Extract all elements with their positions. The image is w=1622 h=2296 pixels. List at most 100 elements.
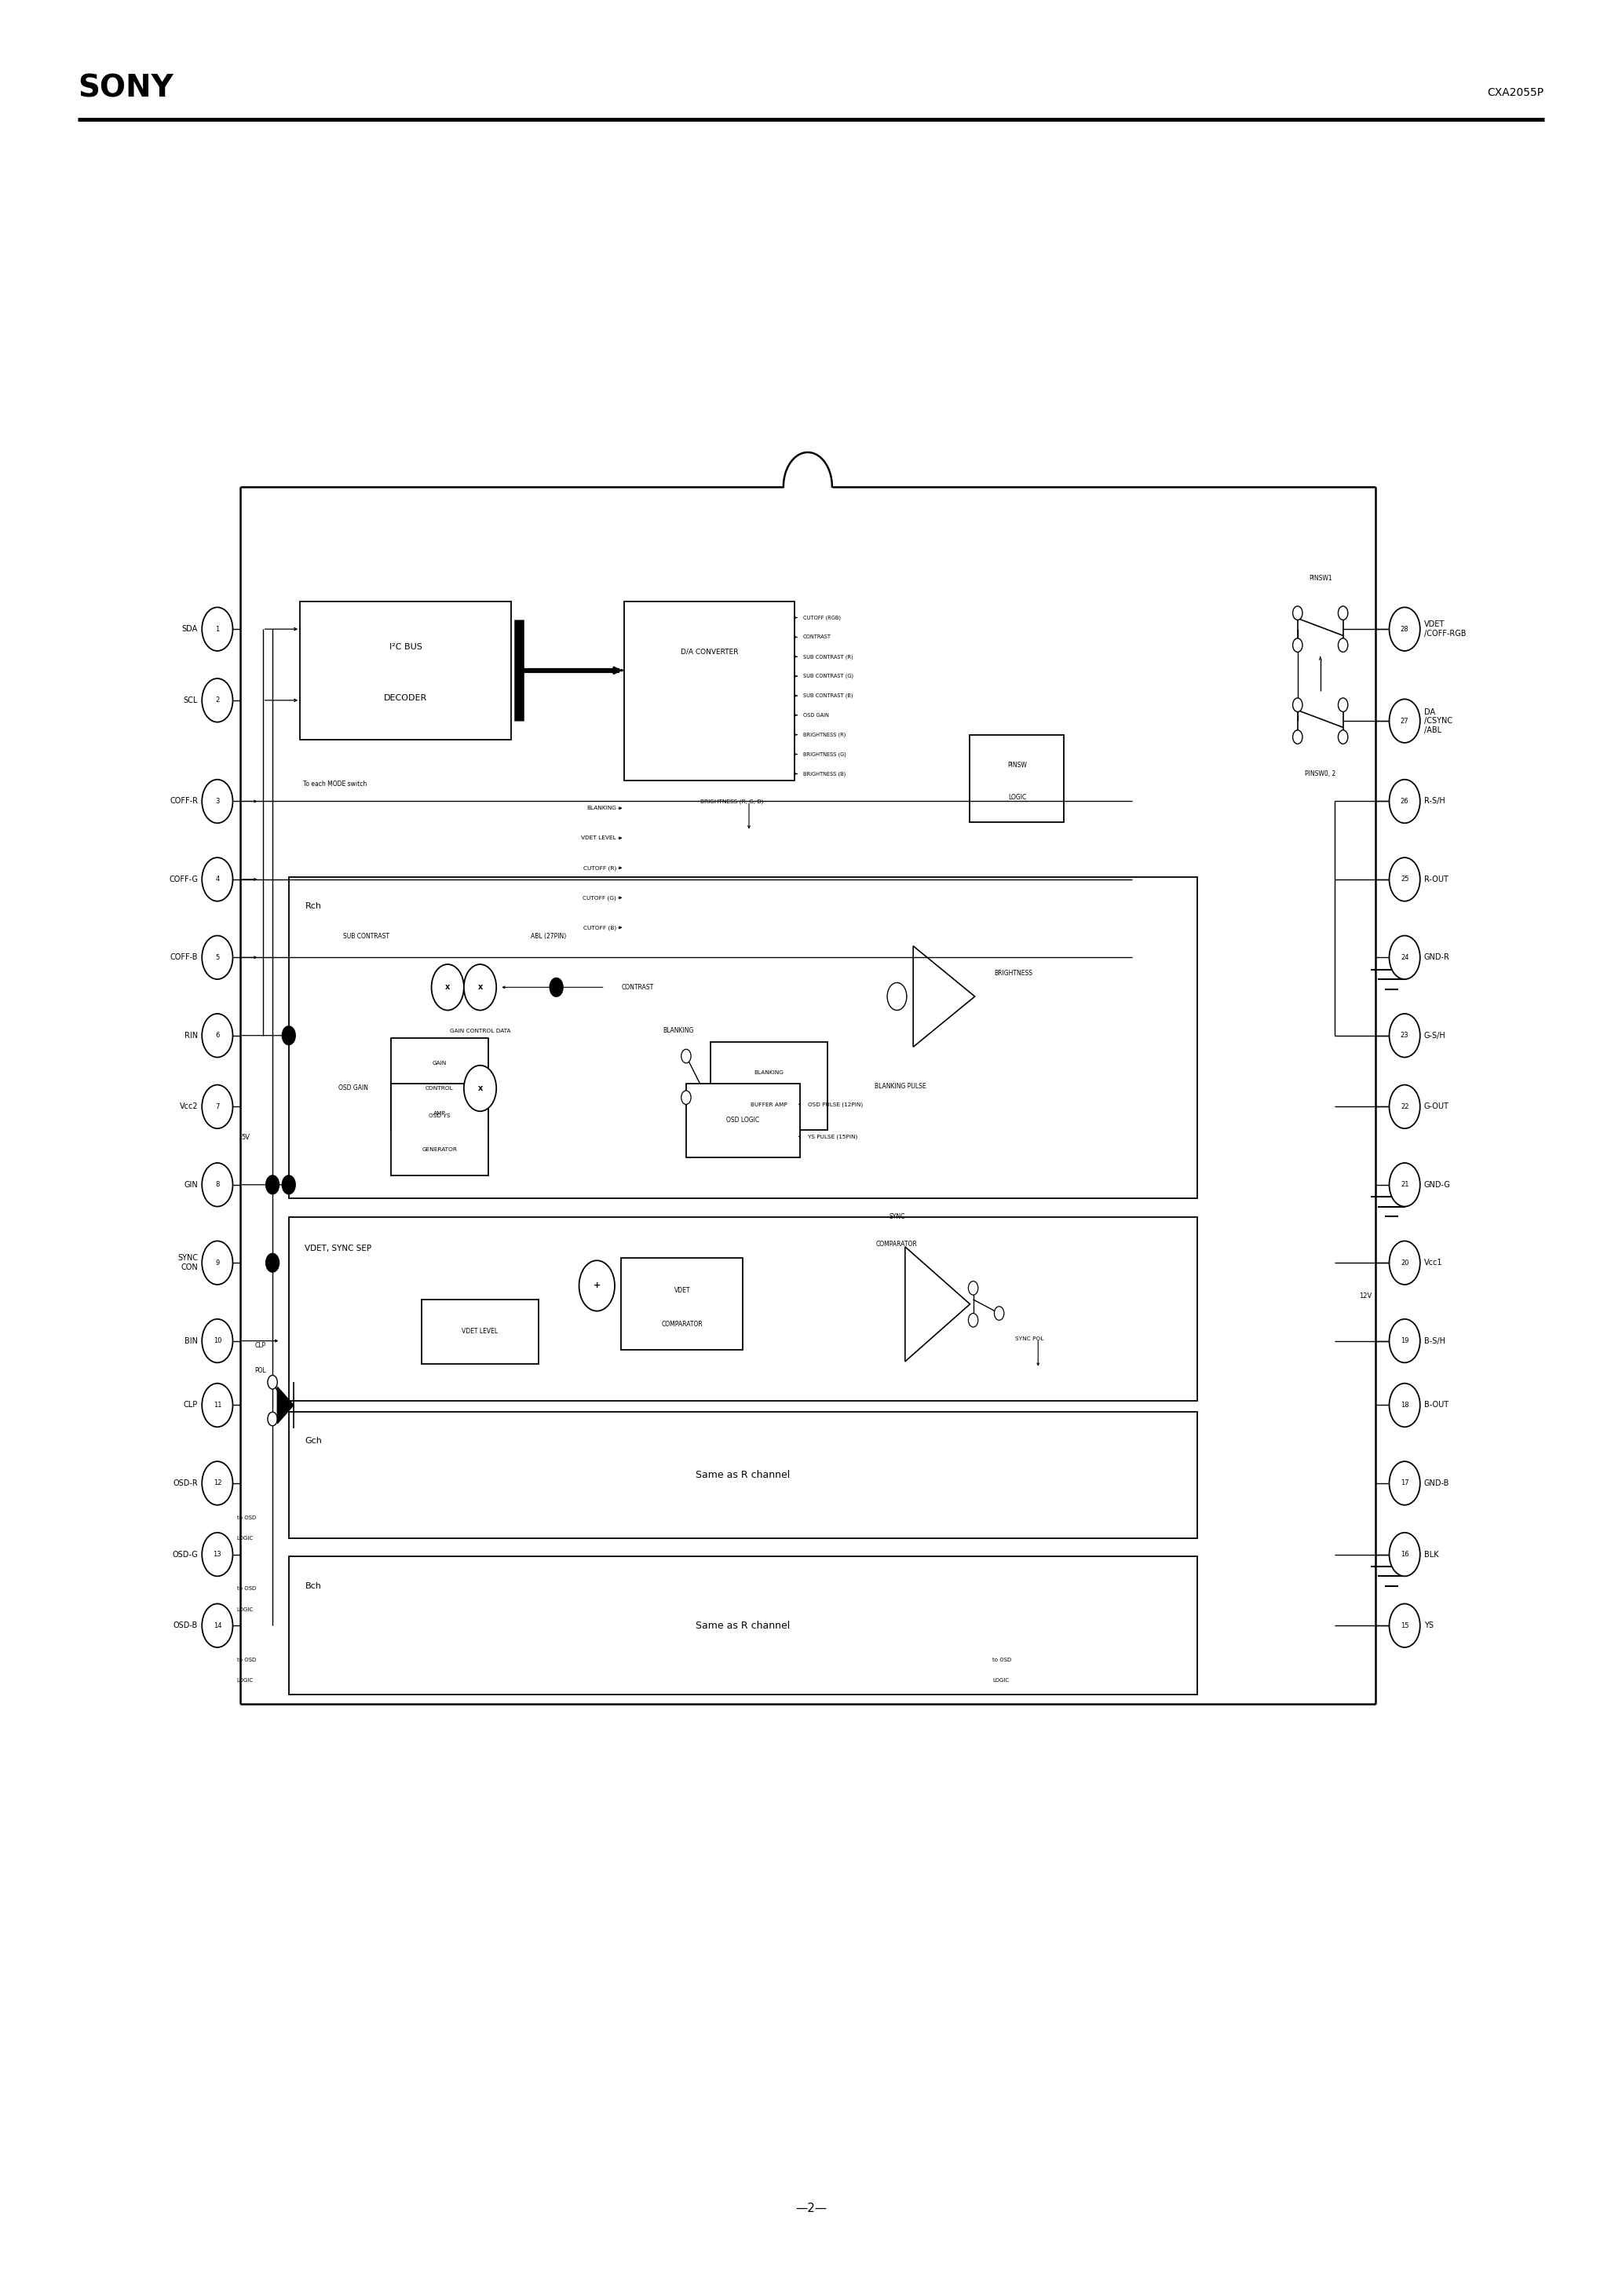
Text: SCL: SCL <box>183 696 198 705</box>
Text: VDET LEVEL: VDET LEVEL <box>581 836 616 840</box>
Text: COMPARATOR: COMPARATOR <box>662 1320 702 1327</box>
Text: 17: 17 <box>1400 1479 1410 1488</box>
Text: 15: 15 <box>1400 1621 1410 1630</box>
Text: 9: 9 <box>216 1258 219 1267</box>
Text: VDET: VDET <box>675 1286 689 1295</box>
Text: COFF-R: COFF-R <box>170 797 198 806</box>
Text: Rch: Rch <box>305 902 321 909</box>
Text: 2: 2 <box>216 696 219 705</box>
Circle shape <box>266 1254 279 1272</box>
Text: PINSW1: PINSW1 <box>1309 574 1332 583</box>
Text: Bch: Bch <box>305 1582 321 1589</box>
Text: VDET
/COFF-RGB: VDET /COFF-RGB <box>1424 620 1466 638</box>
Text: x: x <box>477 1084 483 1093</box>
Circle shape <box>1293 606 1302 620</box>
Circle shape <box>201 1240 234 1286</box>
Text: SUB CONTRAST (R): SUB CONTRAST (R) <box>803 654 853 659</box>
Bar <box>289 1557 1197 1694</box>
Circle shape <box>1388 698 1421 742</box>
Text: SYNC
CON: SYNC CON <box>177 1254 198 1272</box>
Text: —2—: —2— <box>795 2202 827 2216</box>
Circle shape <box>1388 856 1421 902</box>
Text: 7: 7 <box>216 1102 219 1111</box>
Text: GAIN: GAIN <box>433 1061 446 1065</box>
Text: To each MODE switch: To each MODE switch <box>303 781 367 788</box>
Circle shape <box>201 1534 234 1575</box>
Text: COFF-B: COFF-B <box>170 953 198 962</box>
Circle shape <box>1338 606 1348 620</box>
Text: 6: 6 <box>216 1031 219 1040</box>
Text: Same as R channel: Same as R channel <box>696 1469 790 1481</box>
Circle shape <box>1388 1086 1421 1130</box>
Circle shape <box>1388 1463 1421 1506</box>
Bar <box>970 735 1064 822</box>
Circle shape <box>266 1176 279 1194</box>
Text: PINSW: PINSW <box>1007 762 1027 769</box>
Circle shape <box>201 1382 234 1428</box>
Text: 13: 13 <box>212 1550 222 1559</box>
Text: 23: 23 <box>1400 1031 1410 1040</box>
Text: BRIGHTNESS (R): BRIGHTNESS (R) <box>803 732 845 737</box>
Bar <box>686 1084 800 1157</box>
Text: CXA2055P: CXA2055P <box>1487 87 1544 99</box>
Circle shape <box>201 680 234 723</box>
Text: LOGIC: LOGIC <box>237 1678 253 1683</box>
Text: CUTOFF (RGB): CUTOFF (RGB) <box>803 615 840 620</box>
Bar <box>289 1217 1197 1401</box>
Circle shape <box>464 964 496 1010</box>
Bar <box>624 602 795 781</box>
Circle shape <box>681 1049 691 1063</box>
Text: OSD-R: OSD-R <box>174 1479 198 1488</box>
Circle shape <box>1388 778 1421 822</box>
Text: 10: 10 <box>212 1336 222 1345</box>
Text: GIN: GIN <box>183 1180 198 1189</box>
Bar <box>289 1412 1197 1538</box>
Text: LOGIC: LOGIC <box>993 1678 1009 1683</box>
Text: YS PULSE (15PIN): YS PULSE (15PIN) <box>808 1134 858 1139</box>
Text: CLP: CLP <box>255 1341 266 1350</box>
Circle shape <box>1388 1382 1421 1428</box>
Text: GAIN CONTROL DATA: GAIN CONTROL DATA <box>449 1029 511 1033</box>
Text: 26: 26 <box>1400 797 1410 806</box>
Text: BRIGHTNESS (R, G, B): BRIGHTNESS (R, G, B) <box>701 799 764 804</box>
Text: BRIGHTNESS (B): BRIGHTNESS (B) <box>803 771 845 776</box>
Text: 12V: 12V <box>1359 1293 1372 1300</box>
Text: 28: 28 <box>1400 625 1410 634</box>
Circle shape <box>431 964 464 1010</box>
Text: POL: POL <box>255 1366 266 1375</box>
Text: BUFFER AMP: BUFFER AMP <box>751 1102 787 1107</box>
Circle shape <box>1338 698 1348 712</box>
Text: CUTOFF (B): CUTOFF (B) <box>584 925 616 930</box>
Text: 5V: 5V <box>242 1134 250 1141</box>
Bar <box>710 1042 827 1130</box>
Text: GENERATOR: GENERATOR <box>422 1148 457 1153</box>
Text: OSD PULSE (12PIN): OSD PULSE (12PIN) <box>808 1102 863 1107</box>
Text: OSD GAIN: OSD GAIN <box>803 712 829 719</box>
Text: LOGIC: LOGIC <box>1007 794 1027 801</box>
Text: 4: 4 <box>216 875 219 884</box>
Text: BRIGHTNESS: BRIGHTNESS <box>994 969 1033 978</box>
Text: CUTOFF (G): CUTOFF (G) <box>582 895 616 900</box>
Text: COMPARATOR: COMPARATOR <box>876 1240 918 1249</box>
Text: CONTROL: CONTROL <box>425 1086 454 1091</box>
Text: SYNC: SYNC <box>889 1212 905 1221</box>
Text: R-OUT: R-OUT <box>1424 875 1448 884</box>
Circle shape <box>1293 730 1302 744</box>
Text: SUB CONTRAST (B): SUB CONTRAST (B) <box>803 693 853 698</box>
Circle shape <box>887 983 907 1010</box>
Text: 8: 8 <box>216 1180 219 1189</box>
Bar <box>289 877 1197 1199</box>
Text: to OSD: to OSD <box>993 1658 1012 1662</box>
Text: PINSW0, 2: PINSW0, 2 <box>1306 769 1335 778</box>
Circle shape <box>550 978 563 996</box>
Circle shape <box>1388 937 1421 980</box>
Circle shape <box>579 1261 615 1311</box>
Circle shape <box>1388 1164 1421 1208</box>
Text: to OSD: to OSD <box>237 1515 256 1520</box>
Text: DA
/CSYNC
/ABL: DA /CSYNC /ABL <box>1424 707 1452 735</box>
Circle shape <box>201 1086 234 1130</box>
Text: to OSD: to OSD <box>237 1658 256 1662</box>
Text: x: x <box>477 983 483 992</box>
Text: SYNC POL: SYNC POL <box>1015 1336 1045 1341</box>
Text: BLANKING: BLANKING <box>662 1026 694 1035</box>
